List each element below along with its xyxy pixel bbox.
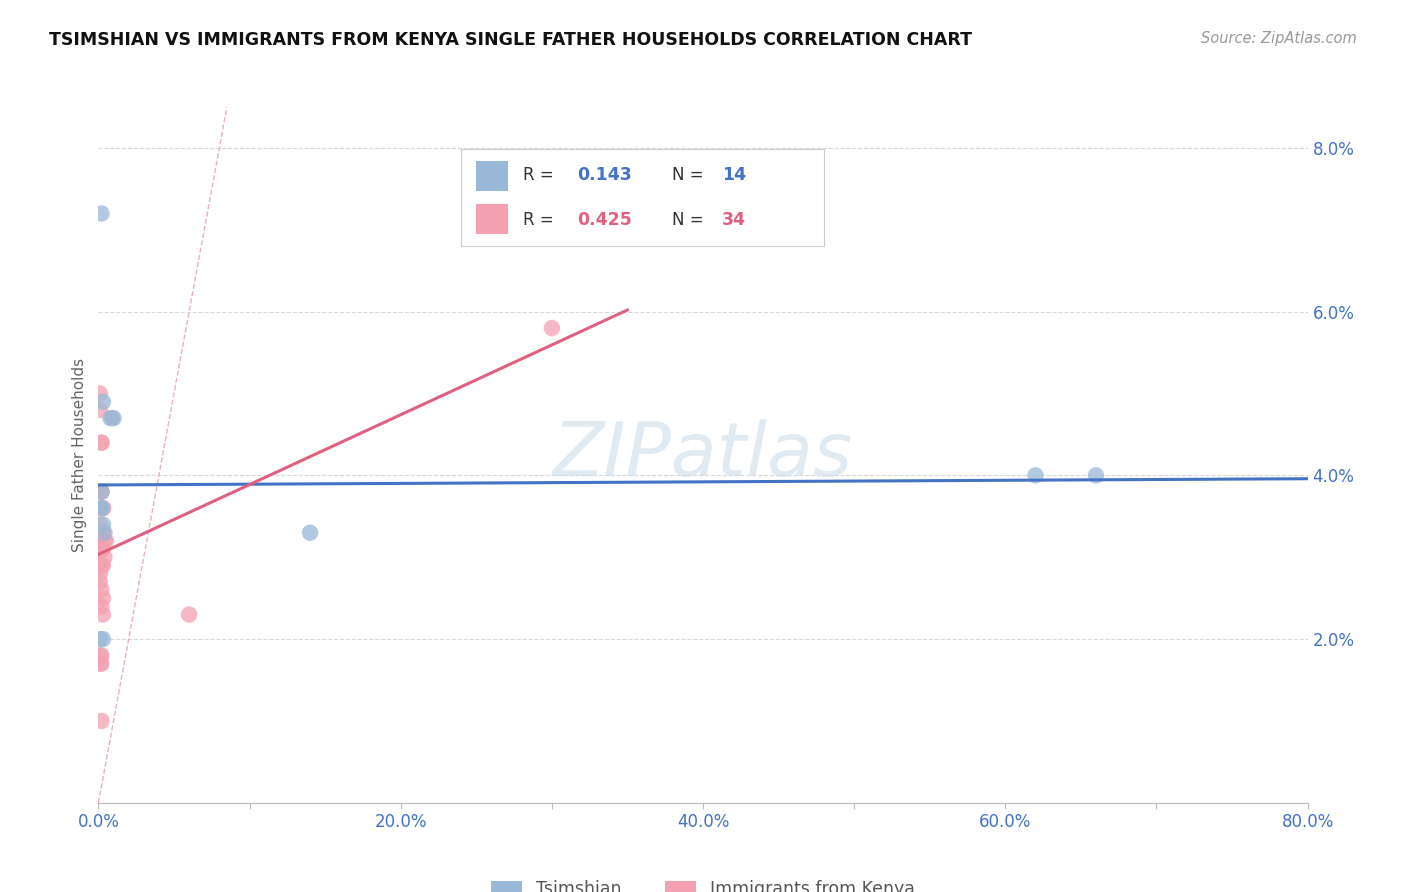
Point — [89, 648, 111, 663]
Point — [90, 435, 112, 450]
Point — [90, 599, 112, 614]
Point — [90, 206, 112, 220]
Point — [299, 525, 322, 540]
Point — [89, 386, 111, 401]
Text: N =: N = — [672, 166, 709, 184]
Text: R =: R = — [523, 211, 558, 229]
Point — [91, 501, 114, 516]
Point — [91, 501, 114, 516]
Point — [90, 648, 112, 663]
Point — [89, 542, 111, 557]
Point — [90, 501, 112, 516]
Text: 34: 34 — [723, 211, 747, 229]
Point — [90, 714, 112, 728]
Point — [89, 632, 111, 646]
Bar — [475, 161, 509, 191]
Text: 0.143: 0.143 — [578, 166, 633, 184]
Point — [91, 558, 114, 573]
Point — [93, 533, 115, 548]
Point — [89, 517, 111, 532]
Point — [91, 525, 114, 540]
Point — [90, 435, 112, 450]
Point — [93, 525, 115, 540]
Point — [90, 542, 112, 557]
Point — [91, 542, 114, 557]
Text: 0.425: 0.425 — [578, 211, 633, 229]
Point — [90, 657, 112, 671]
Point — [94, 533, 117, 548]
Text: Source: ZipAtlas.com: Source: ZipAtlas.com — [1201, 31, 1357, 46]
Point — [89, 574, 111, 589]
Point — [91, 525, 114, 540]
Point — [91, 517, 114, 532]
Text: R =: R = — [523, 166, 558, 184]
Point — [90, 501, 112, 516]
Text: N =: N = — [672, 211, 709, 229]
Point — [91, 607, 114, 622]
Point — [93, 550, 115, 565]
Point — [89, 657, 111, 671]
Point — [91, 394, 114, 409]
Point — [89, 558, 111, 573]
Point — [91, 591, 114, 606]
Point — [89, 403, 111, 417]
Point — [1085, 468, 1108, 483]
Point — [90, 582, 112, 597]
Point — [101, 411, 124, 425]
Point — [89, 566, 111, 581]
Text: 14: 14 — [723, 166, 747, 184]
Point — [540, 321, 562, 335]
Legend: Tsimshian, Immigrants from Kenya: Tsimshian, Immigrants from Kenya — [484, 873, 922, 892]
Point — [90, 484, 112, 499]
Point — [100, 411, 122, 425]
Point — [1024, 468, 1046, 483]
Point — [90, 484, 112, 499]
Point — [90, 484, 112, 499]
Point — [103, 411, 125, 425]
Point — [90, 558, 112, 573]
Bar — [475, 204, 509, 234]
Y-axis label: Single Father Households: Single Father Households — [72, 358, 87, 552]
Point — [177, 607, 201, 622]
Text: ZIPatlas: ZIPatlas — [553, 419, 853, 491]
Point — [91, 632, 114, 646]
Text: TSIMSHIAN VS IMMIGRANTS FROM KENYA SINGLE FATHER HOUSEHOLDS CORRELATION CHART: TSIMSHIAN VS IMMIGRANTS FROM KENYA SINGL… — [49, 31, 972, 49]
